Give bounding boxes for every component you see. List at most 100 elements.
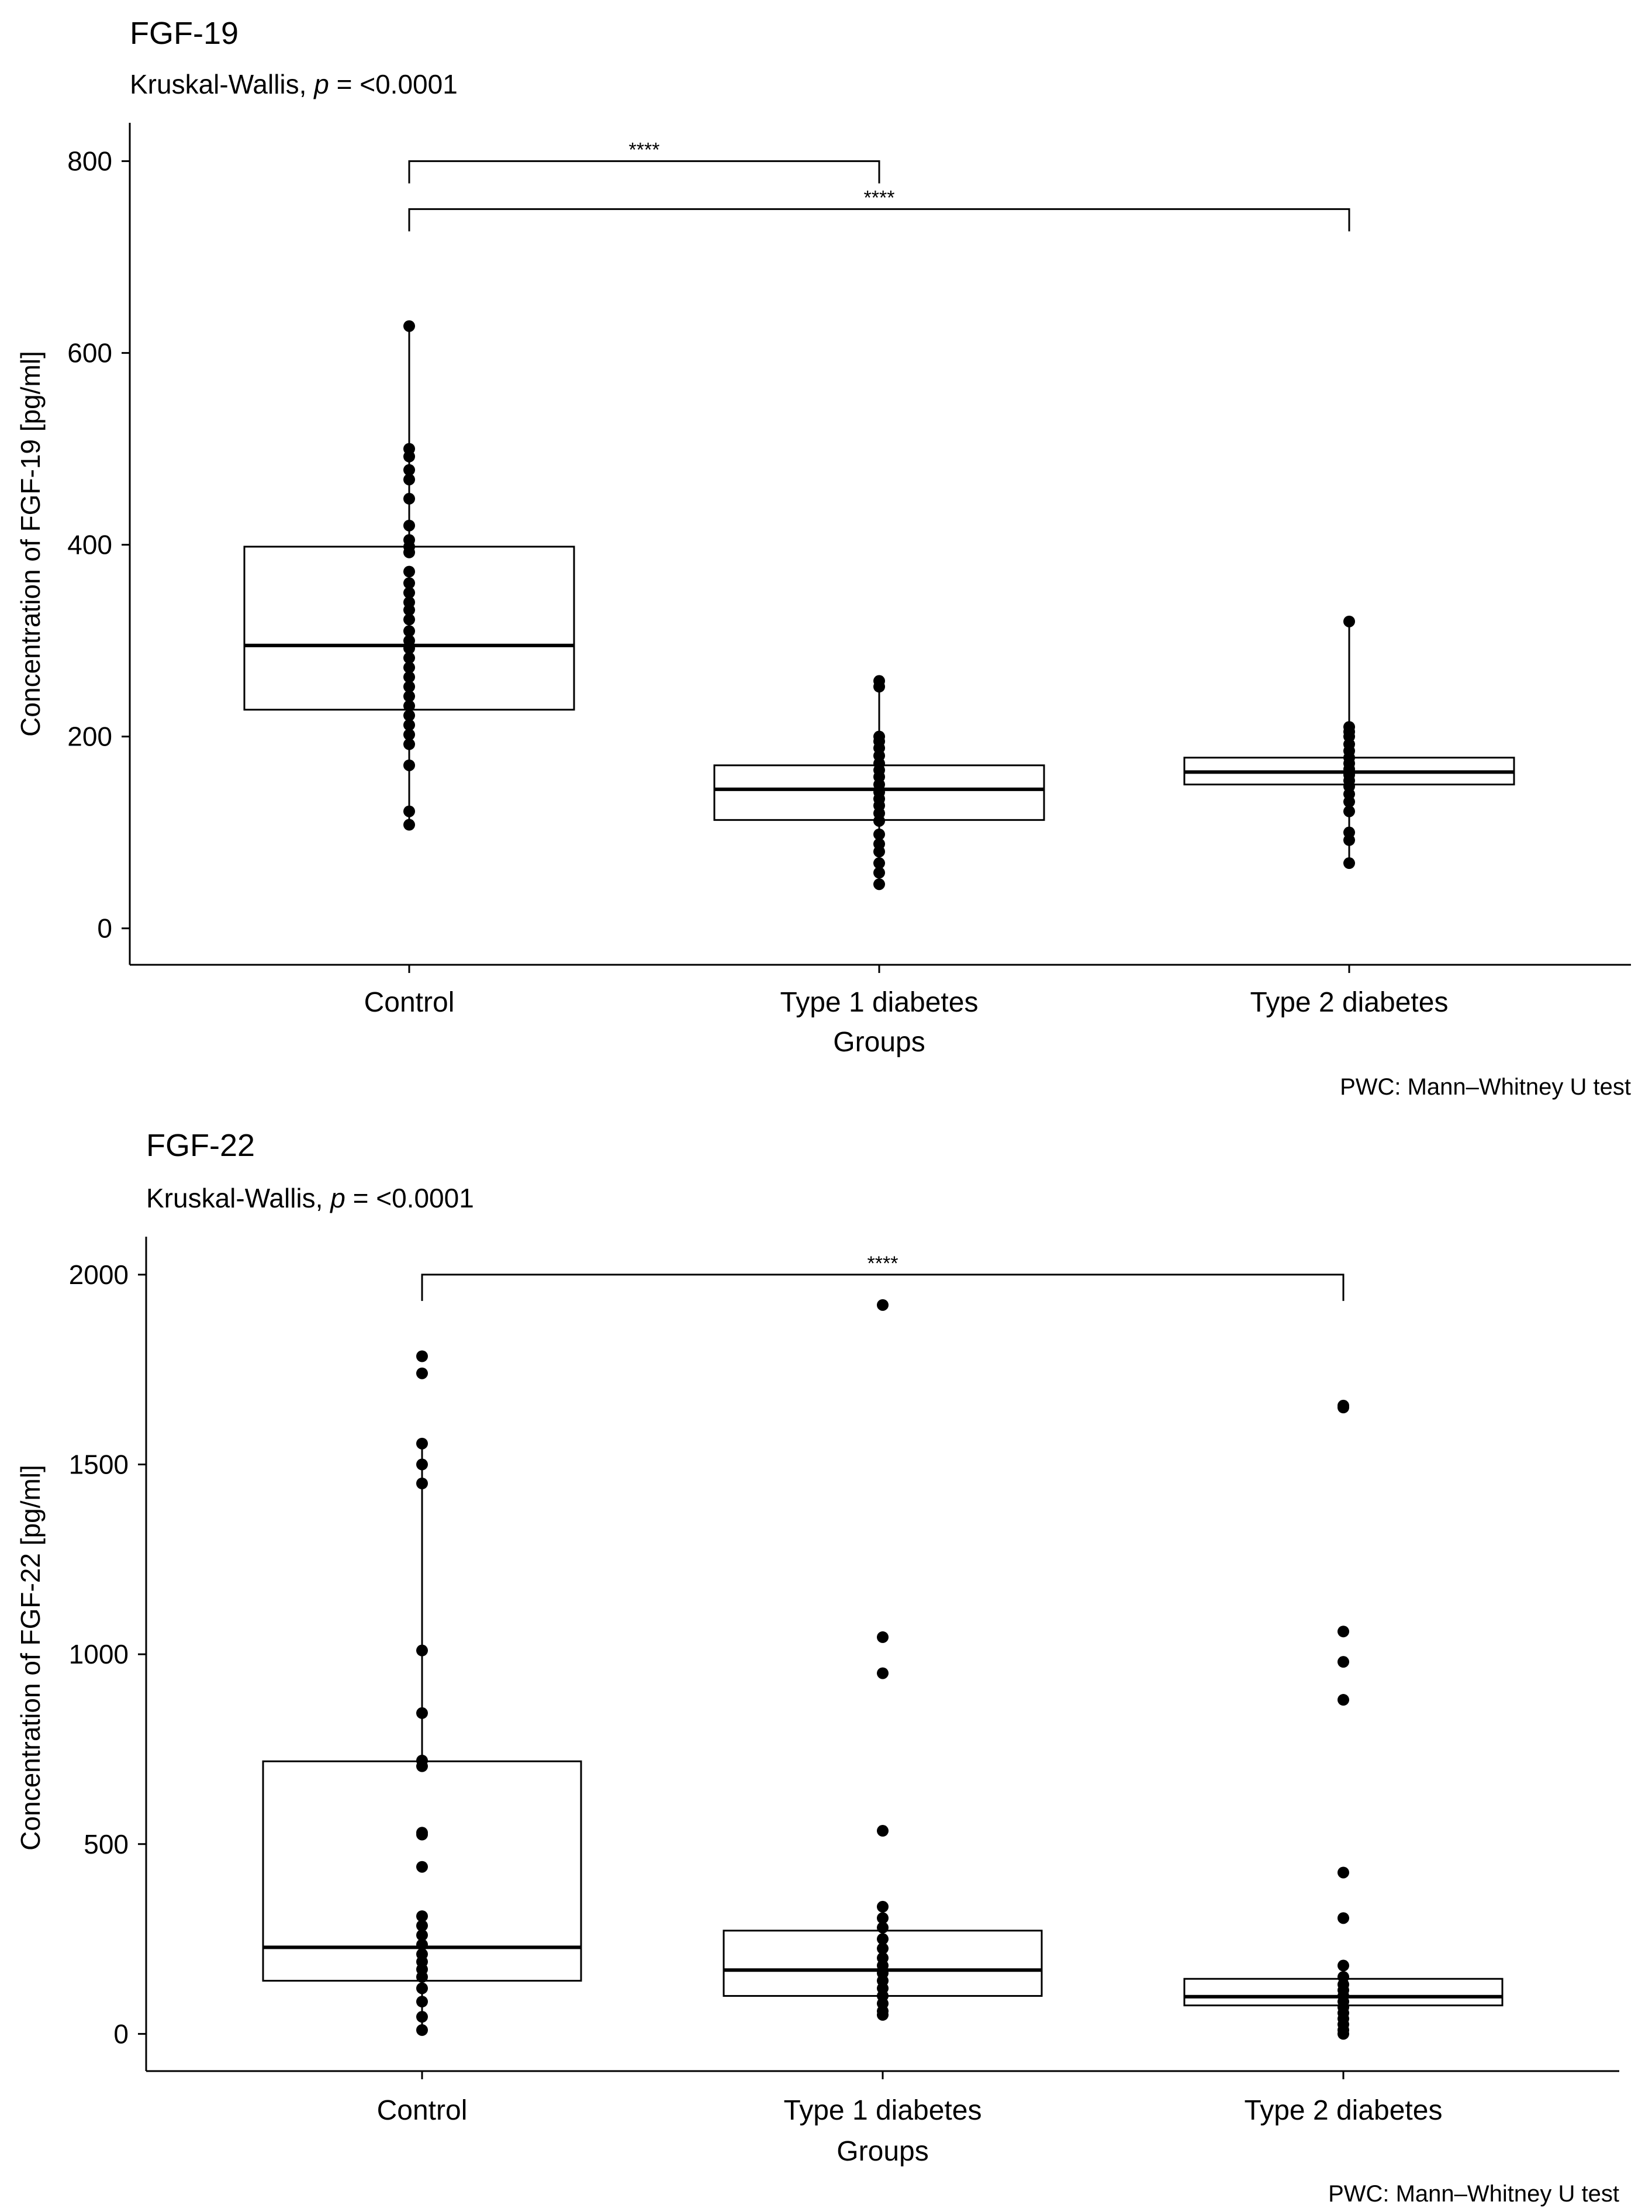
y-tick-label: 600: [67, 338, 112, 368]
data-point: [416, 1458, 428, 1471]
data-point: [416, 1910, 428, 1923]
data-point: [403, 700, 415, 712]
data-point: [877, 1631, 889, 1643]
significance-bracket: ****: [421, 1252, 1345, 1301]
data-point: [1338, 1912, 1349, 1924]
x-tick-label: Control: [377, 2095, 468, 2126]
data-point: [403, 450, 415, 463]
data-point: [416, 2024, 428, 2036]
data-point: [1338, 1402, 1349, 1414]
subtitle-p: p: [329, 1183, 345, 1213]
data-point: [416, 1644, 428, 1657]
data-point: [416, 1861, 428, 1873]
data-point: [877, 1942, 889, 1955]
x-tick-label: Control: [364, 987, 455, 1018]
y-axis-title: Concentration of FGF-19 [pg/ml]: [15, 351, 46, 737]
data-point: [873, 857, 885, 869]
significance-bracket: ****: [408, 187, 1350, 232]
x-tick-label: Type 1 diabetes: [784, 2095, 982, 2126]
x-tick-label: Type 2 diabetes: [1250, 987, 1449, 1018]
data-point: [1338, 1626, 1349, 1638]
data-point: [873, 815, 885, 827]
data-point: [1343, 615, 1355, 627]
y-tick-label: 1000: [69, 1639, 129, 1669]
data-point: [873, 867, 885, 879]
data-point: [873, 878, 885, 891]
data-point: [403, 577, 415, 589]
y-tick-label: 0: [97, 913, 112, 944]
data-point: [403, 320, 415, 332]
caption: PWC: Mann–Whitney U test: [1328, 2181, 1619, 2207]
data-point: [403, 709, 415, 722]
chart-subtitle: Kruskal-Wallis, p = <0.0001: [130, 69, 458, 99]
data-point: [403, 681, 415, 693]
bracket-line: [421, 1274, 1345, 1301]
data-point: [416, 1828, 428, 1841]
data-point: [1338, 1866, 1349, 1879]
significance-label: ****: [629, 139, 660, 161]
data-point: [1343, 805, 1355, 817]
data-point: [403, 738, 415, 750]
data-point: [403, 729, 415, 741]
data-point: [403, 625, 415, 637]
data-point: [403, 586, 415, 599]
data-point: [416, 1938, 428, 1951]
subtitle-p: p: [313, 69, 329, 99]
y-tick-label: 200: [67, 722, 112, 752]
data-point: [1343, 834, 1355, 846]
chart-2: FGF-22 Kruskal-Wallis, p = <0.0001 0 500 100…: [15, 1128, 1619, 2207]
significance-bracket: ****: [408, 139, 880, 184]
data-point: [416, 1350, 428, 1362]
data-point: [403, 819, 415, 831]
data-point: [403, 671, 415, 683]
data-point: [1338, 2028, 1349, 2040]
x-axis-title: Groups: [837, 2136, 928, 2167]
y-axis-title: Concentration of FGF-22 [pg/ml]: [15, 1465, 46, 1851]
data-point: [1338, 1694, 1349, 1706]
data-point: [877, 1825, 889, 1837]
data-point: [877, 1900, 889, 1913]
data-point: [1338, 1656, 1349, 1668]
data-point: [1338, 1959, 1349, 1972]
data-point: [416, 1760, 428, 1772]
y-tick-label: 2000: [69, 1259, 129, 1290]
data-point: [416, 1996, 428, 2008]
data-point: [403, 492, 415, 505]
data-point: [416, 1982, 428, 1994]
data-point: [403, 519, 415, 532]
y-tick-label: 0: [113, 2018, 129, 2049]
chart-subtitle: Kruskal-Wallis, p = <0.0001: [146, 1183, 474, 1213]
data-point: [877, 1667, 889, 1679]
data-point: [403, 642, 415, 654]
data-point: [403, 604, 415, 616]
x-tick-label: Type 2 diabetes: [1245, 2095, 1443, 2126]
data-point: [416, 1437, 428, 1450]
x-tick-label: Type 1 diabetes: [780, 987, 979, 1018]
subtitle-suffix: = <0.0001: [329, 69, 458, 99]
data-point: [403, 565, 415, 578]
x-axis-title: Groups: [833, 1027, 925, 1058]
data-point: [416, 2011, 428, 2023]
chart-title: FGF-22: [146, 1128, 255, 1163]
y-tick-label: 400: [67, 530, 112, 560]
data-point: [416, 1367, 428, 1379]
data-point: [416, 1707, 428, 1719]
data-point: [877, 1299, 889, 1311]
data-point: [403, 690, 415, 702]
data-point: [1343, 796, 1355, 808]
data-point: [403, 719, 415, 731]
data-point: [403, 613, 415, 626]
data-point: [416, 1920, 428, 1932]
data-point: [877, 2009, 889, 2021]
data-point: [877, 1912, 889, 1924]
data-point: [403, 759, 415, 771]
subtitle-suffix: = <0.0001: [345, 1183, 474, 1213]
y-tick-label: 800: [67, 146, 112, 177]
data-point: [873, 828, 885, 840]
data-point: [403, 661, 415, 674]
chart-title: FGF-19: [130, 16, 239, 51]
subtitle-prefix: Kruskal-Wallis,: [130, 69, 314, 99]
data-point: [877, 1933, 889, 1945]
data-point: [403, 464, 415, 476]
